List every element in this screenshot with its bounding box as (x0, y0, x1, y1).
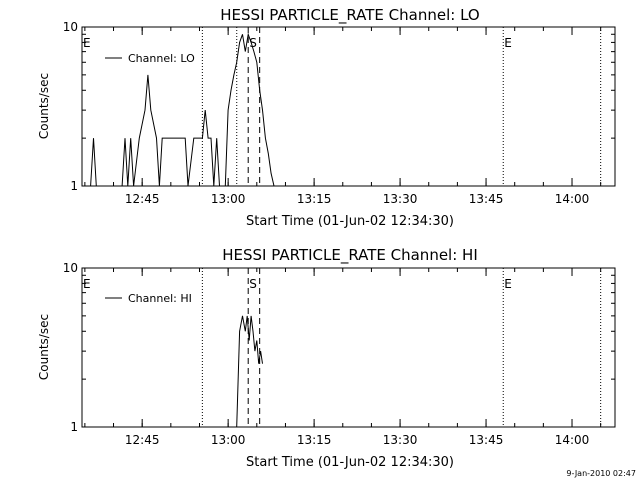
x-tick-label: 13:45 (469, 433, 504, 447)
panel-lo: HESSI PARTICLE_RATE Channel: LO Counts/s… (37, 6, 616, 229)
event-marker-label: E (504, 277, 512, 291)
series-line (236, 315, 263, 428)
legend-label: Channel: HI (128, 292, 192, 305)
x-tick-label: 13:00 (211, 192, 246, 206)
y-tick-label: 10 (63, 20, 78, 34)
x-tick-label: 14:00 (555, 192, 590, 206)
y-tick-label: 1 (70, 179, 78, 193)
plot-timestamp: 9-Jan-2010 02:47 (566, 469, 636, 478)
series-line (90, 32, 275, 187)
x-tick-label: 12:45 (125, 433, 160, 447)
event-marker-label: S (249, 277, 257, 291)
event-marker-label: E (83, 36, 91, 50)
x-tick-label: 13:30 (383, 192, 418, 206)
x-axis-label: Start Time (01-Jun-02 12:34:30) (246, 455, 454, 470)
x-axis-label: Start Time (01-Jun-02 12:34:30) (246, 214, 454, 229)
x-tick-label: 13:15 (297, 433, 332, 447)
panel-hi: HESSI PARTICLE_RATE Channel: HI Counts/s… (37, 246, 616, 470)
event-marker-label: S (249, 36, 257, 50)
y-axis-label: Counts/sec (37, 73, 51, 139)
panel-title: HESSI PARTICLE_RATE Channel: HI (222, 246, 478, 265)
panel-title: HESSI PARTICLE_RATE Channel: LO (220, 6, 479, 25)
y-axis-label: Counts/sec (37, 314, 51, 380)
x-tick-label: 12:45 (125, 192, 160, 206)
legend-label: Channel: LO (128, 52, 195, 65)
x-tick-label: 14:00 (555, 433, 590, 447)
plot-frame (81, 26, 616, 187)
y-tick-label: 10 (63, 261, 78, 275)
event-marker-label: E (504, 36, 512, 50)
x-tick-label: 13:45 (469, 192, 504, 206)
plot-frame (81, 267, 616, 428)
x-tick-label: 13:15 (297, 192, 332, 206)
x-tick-label: 13:00 (211, 433, 246, 447)
x-tick-label: 13:30 (383, 433, 418, 447)
event-marker-label: E (83, 277, 91, 291)
y-tick-label: 1 (70, 420, 78, 434)
